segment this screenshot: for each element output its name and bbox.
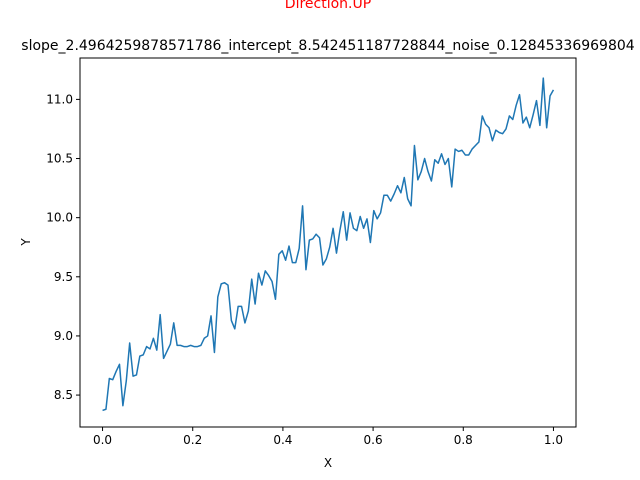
chart-suptitle: Direction.UP [285,0,371,12]
x-tick-label: 1.0 [544,433,563,447]
y-tick-label: 10.0 [46,211,73,225]
y-tick-label: 9.0 [54,329,73,343]
x-tick-label: 0.0 [93,433,112,447]
x-tick-label: 0.8 [454,433,473,447]
series-group [102,77,555,412]
plot-frame [79,57,577,428]
plot-background [80,58,576,427]
plot-area: 0.0 0.2 0.4 0.6 0.8 1.0 8.5 9.0 9.5 10.0 10.5 11.0 [46,57,577,447]
x-axis-label: X [324,456,332,470]
x-tick-label: 0.6 [364,433,383,447]
series-line [102,77,555,412]
y-tick-label: 10.5 [46,152,73,166]
x-tick-label: 0.2 [183,433,202,447]
chart-title: slope_2.4964259878571786_intercept_8.542… [21,38,634,54]
y-tick-label: 9.5 [54,270,73,284]
x-tick-label: 0.4 [273,433,292,447]
x-axis-ticks: 0.0 0.2 0.4 0.6 0.8 1.0 [93,427,563,447]
y-tick-label: 11.0 [46,92,73,106]
y-axis-label: Y [19,238,33,247]
y-tick-label: 8.5 [54,388,73,402]
y-axis-ticks: 8.5 9.0 9.5 10.0 10.5 11.0 [46,92,80,402]
